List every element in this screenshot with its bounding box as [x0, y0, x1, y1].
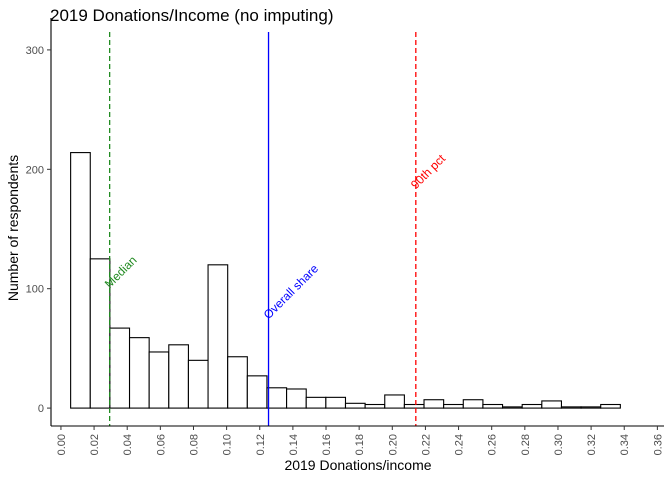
histogram-bar — [70, 152, 91, 409]
histogram-bar — [148, 351, 170, 409]
histogram-bar — [344, 402, 366, 409]
histogram-bar — [187, 359, 209, 409]
histogram-bar — [384, 394, 405, 409]
histogram-bar — [541, 400, 562, 409]
histogram-bars — [70, 152, 621, 409]
histogram-bar — [168, 344, 189, 409]
x-tick-label: 0.22 — [420, 434, 432, 455]
y-tick-label: 300 — [26, 45, 44, 57]
histogram-bar — [109, 327, 131, 409]
x-axis-title: 2019 Donations/income — [284, 457, 431, 473]
histogram-bar — [305, 396, 327, 409]
histogram-bar — [423, 399, 445, 409]
x-tick-label: 0.24 — [454, 434, 466, 455]
histogram-bar — [580, 406, 602, 409]
90th-pct-label: 90th pct — [408, 151, 449, 192]
x-tick-label: 0.00 — [56, 434, 68, 455]
histogram-bar — [403, 403, 425, 409]
histogram-bar — [227, 356, 248, 409]
histogram-bar — [128, 337, 150, 409]
histogram-bar — [521, 403, 543, 409]
histogram-bar — [560, 406, 582, 409]
x-axis: 0.00 0.02 0.04 0.06 0.08 0.10 0.12 0.14 0.16 0.18… — [51, 425, 664, 455]
histogram-bar — [246, 375, 268, 409]
histogram-bar — [501, 406, 523, 409]
histogram-bar — [600, 403, 621, 409]
histogram-bar — [462, 399, 484, 409]
x-tick-label: 0.32 — [586, 434, 598, 455]
y-axis: 0 100 200 300 — [26, 18, 52, 426]
x-tick-label: 0.36 — [652, 434, 664, 455]
x-tick-label: 0.16 — [321, 434, 333, 455]
x-tick-label: 0.26 — [487, 434, 499, 455]
x-tick-label: 0.02 — [89, 434, 101, 455]
x-tick-label: 0.14 — [288, 434, 300, 455]
x-tick-label: 0.06 — [155, 434, 167, 455]
histogram-bar — [364, 403, 386, 409]
x-tick-label: 0.20 — [387, 434, 399, 455]
y-tick-label: 100 — [26, 284, 44, 296]
y-axis-title: Number of respondents — [5, 155, 21, 301]
histogram-bar — [325, 396, 347, 409]
histogram-bar — [207, 264, 229, 409]
y-tick-label: 0 — [38, 403, 44, 415]
x-tick-label: 0.30 — [553, 434, 565, 455]
x-tick-label: 0.18 — [354, 434, 366, 455]
x-tick-label: 0.08 — [188, 434, 200, 455]
y-tick-label: 200 — [26, 164, 44, 176]
histogram-bar — [482, 403, 504, 409]
x-tick-label: 0.04 — [122, 434, 134, 455]
x-tick-label: 0.34 — [619, 434, 631, 455]
x-tick-label: 0.12 — [255, 434, 267, 455]
histogram-bar — [266, 387, 288, 409]
histogram-bar — [286, 388, 307, 409]
overall-share-label: Overall share — [261, 261, 322, 322]
histogram-bar — [443, 403, 464, 409]
x-tick-label: 0.10 — [222, 434, 234, 455]
chart-title: 2019 Donations/Income (no imputing) — [50, 6, 334, 25]
x-tick-label: 0.28 — [520, 434, 532, 455]
